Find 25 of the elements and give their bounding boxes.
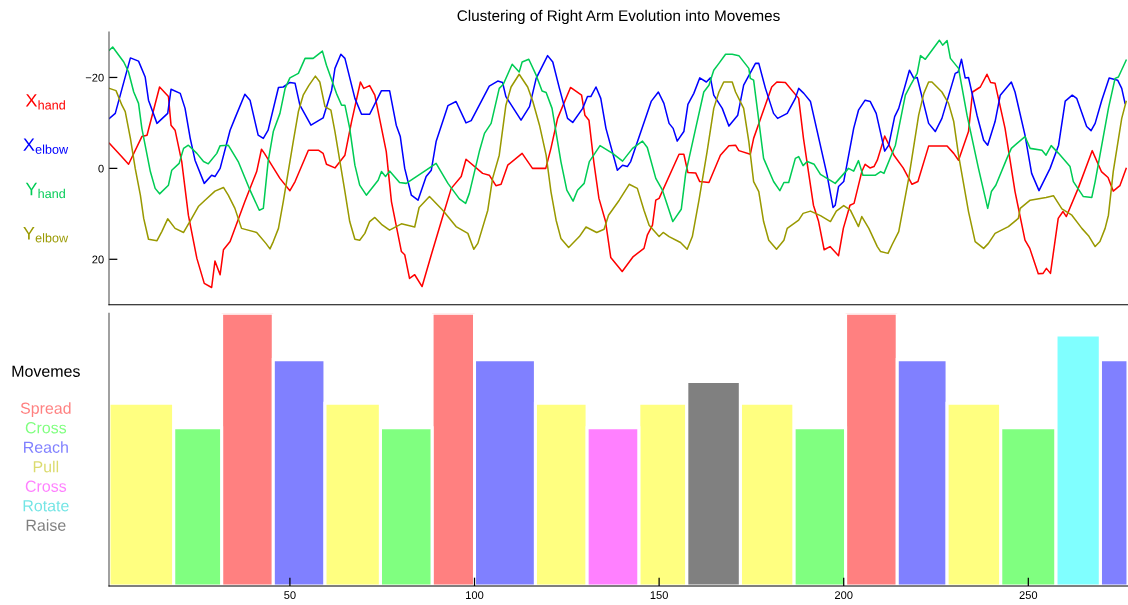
line-series xyxy=(109,73,1127,289)
text: Spread xyxy=(20,402,71,418)
text: Pull xyxy=(33,460,59,473)
y-tick-label: 0 xyxy=(98,164,104,173)
line-series xyxy=(109,39,1127,223)
legend-title: Movemes xyxy=(12,365,80,377)
x-tick-label: 150 xyxy=(650,591,668,600)
x-tick-label: 50 xyxy=(284,591,296,600)
x-tick-label: 100 xyxy=(466,591,484,600)
text: Raise xyxy=(26,519,66,531)
x-tick-label: 200 xyxy=(835,591,853,600)
text: Cross xyxy=(25,480,67,492)
text: Y$_{hand}$ xyxy=(25,182,65,199)
line-series xyxy=(109,53,1126,209)
y-tick-label: −20 xyxy=(85,73,104,82)
text: Rotate xyxy=(23,500,69,512)
line-series xyxy=(109,73,1127,255)
text: Y$_{elbow}$ xyxy=(23,227,69,243)
chart-title: Clustering of Right Arm Evolution into Movemes xyxy=(457,9,780,25)
text: X$_{elbow}$ xyxy=(23,138,69,154)
y-tick-label: 20 xyxy=(92,255,104,264)
x-tick-label: 250 xyxy=(1019,591,1038,600)
text: X$_{hand}$ xyxy=(25,94,65,110)
text: Reach xyxy=(24,441,68,453)
text: Cross xyxy=(25,422,67,434)
